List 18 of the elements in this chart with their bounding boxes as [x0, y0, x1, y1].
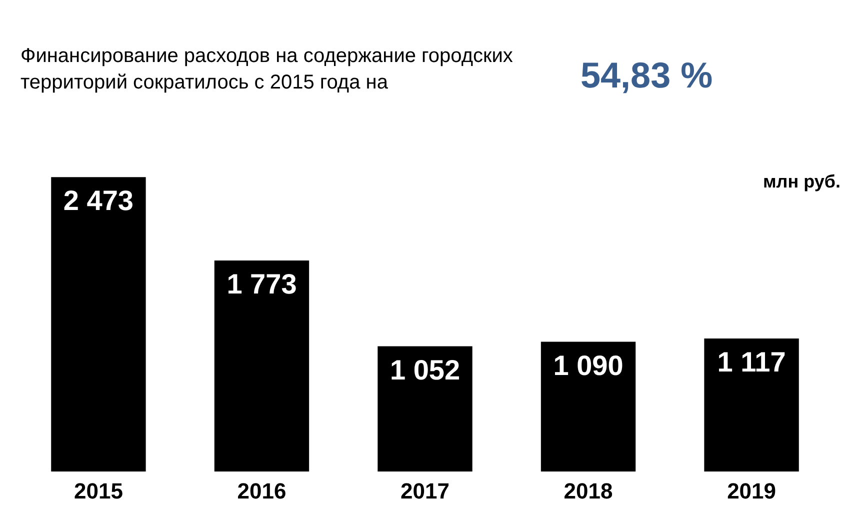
data-label: 1 090 [553, 350, 624, 381]
annotation: млн руб. [762, 172, 841, 192]
bar [51, 177, 146, 472]
x-tick-label: 2015 [74, 478, 123, 504]
bar [214, 260, 310, 472]
text: 54,83 % [580, 54, 713, 96]
x-tick-label: 2019 [727, 478, 776, 504]
chart-title: Финансирование расходов на содержание городских территорий сократилось с 2015 года на [20, 45, 513, 94]
x-tick-label: 2016 [237, 478, 286, 504]
bar [540, 342, 636, 472]
data-label: 2 473 [63, 185, 134, 216]
bar [378, 346, 472, 472]
x-tick-label: 2018 [564, 478, 613, 504]
data-label: 1 773 [226, 268, 297, 300]
data-label: 1 052 [390, 354, 460, 386]
bar [704, 338, 799, 472]
x-tick-label: 2017 [400, 478, 450, 504]
data-label: 1 117 [717, 346, 786, 378]
